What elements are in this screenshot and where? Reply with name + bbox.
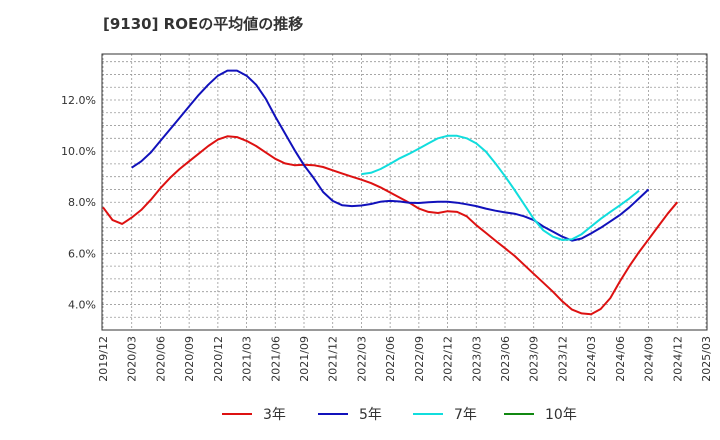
x-tick-label: 2023/06 — [499, 336, 512, 382]
x-tick-label: 2022/06 — [384, 336, 397, 382]
legend-label-7年: 7年 — [454, 407, 477, 423]
y-tick-label: 8.0% — [68, 196, 96, 209]
x-tick-label: 2021/06 — [269, 336, 282, 382]
x-tick-label: 2020/09 — [183, 336, 196, 382]
x-tick-label: 2023/09 — [528, 336, 541, 382]
series-line-5年 — [131, 69, 650, 242]
x-tick-label: 2024/12 — [671, 336, 684, 382]
x-tick-label: 2021/12 — [327, 336, 340, 382]
y-tick-label: 4.0% — [68, 298, 96, 311]
x-tick-label: 2024/09 — [643, 336, 656, 382]
legend: 3年 5年 7年 10年 — [222, 407, 577, 423]
y-tick-label: 10.0% — [61, 145, 96, 158]
y-tick-label: 6.0% — [68, 247, 96, 260]
x-tick-label: 2023/03 — [470, 336, 483, 382]
x-tick-label: 2022/12 — [442, 336, 455, 382]
x-tick-label: 2022/03 — [355, 336, 368, 382]
x-tick-label: 2022/09 — [413, 336, 426, 382]
plot-area-frame — [101, 53, 708, 331]
x-tick-label: 2023/12 — [556, 336, 569, 382]
x-tick-label: 2025/03 — [700, 336, 713, 382]
y-tick-label: 12.0% — [61, 94, 96, 107]
x-tick-label: 2020/03 — [126, 336, 139, 382]
x-tick-label: 2020/06 — [154, 336, 167, 382]
x-tick-label: 2024/06 — [614, 336, 627, 382]
chart-title: [9130] ROEの平均値の推移 — [103, 15, 304, 33]
x-tick-label: 2024/03 — [585, 336, 598, 382]
grid-lines — [102, 54, 707, 331]
series-lines — [102, 69, 679, 316]
legend-label-5年: 5年 — [359, 407, 382, 423]
legend-label-10年: 10年 — [545, 407, 577, 423]
y-axis-tick-labels: 4.0% 6.0% 8.0% 10.0% 12.0% — [61, 94, 96, 311]
legend-label-3年: 3年 — [263, 407, 286, 423]
series-line-7年 — [361, 134, 640, 241]
series-line-3年 — [102, 135, 679, 316]
x-tick-label: 2021/09 — [298, 336, 311, 382]
x-tick-label: 2019/12 — [97, 336, 110, 382]
x-axis-tick-labels: 2019/12 2020/03 2020/06 2020/09 2020/12 2021/… — [97, 336, 713, 382]
x-tick-label: 2021/03 — [241, 336, 254, 382]
x-tick-label: 2020/12 — [212, 336, 225, 382]
